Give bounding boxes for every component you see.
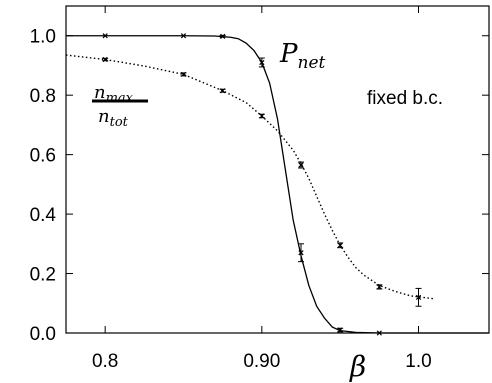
data-point-stroke bbox=[180, 71, 187, 77]
axis-tick-labels: 0.8 0.90 1.0 0.0 0.2 0.4 0.6 0.8 1.0 bbox=[30, 27, 432, 372]
data-point bbox=[259, 59, 265, 66]
data-point bbox=[220, 88, 226, 94]
data-point bbox=[415, 294, 422, 300]
data-point bbox=[298, 162, 304, 168]
x-tick-label: 0.90 bbox=[243, 351, 280, 372]
data-point-stroke bbox=[259, 113, 265, 119]
data-point bbox=[220, 33, 226, 39]
data-point-stroke bbox=[337, 327, 343, 333]
data-point-stroke bbox=[415, 294, 422, 300]
y-tick-label: 0.6 bbox=[30, 146, 56, 167]
markers bbox=[102, 33, 422, 336]
x-axis-label: β bbox=[349, 350, 366, 383]
curves bbox=[65, 35, 489, 334]
data-point-stroke bbox=[259, 59, 265, 66]
data-point bbox=[337, 327, 343, 333]
svg-text:ntot: ntot bbox=[98, 106, 129, 130]
data-point bbox=[337, 242, 343, 248]
data-point bbox=[102, 33, 108, 39]
y-tick-label: 1.0 bbox=[30, 27, 56, 48]
data-point-stroke bbox=[376, 330, 382, 336]
data-point-stroke bbox=[220, 33, 226, 39]
series-line-1 bbox=[65, 54, 435, 300]
data-point-stroke bbox=[220, 88, 226, 94]
data-point-stroke bbox=[376, 284, 382, 290]
data-point bbox=[180, 71, 187, 77]
data-point-stroke bbox=[180, 33, 187, 39]
annotation-fixed-bc: fixed b.c. bbox=[367, 88, 443, 109]
x-tick-label: 1.0 bbox=[405, 351, 431, 372]
series-label-nmax-ntot: nmax ntot bbox=[92, 82, 148, 130]
data-point-stroke bbox=[298, 250, 304, 256]
y-tick-label: 0.2 bbox=[30, 265, 56, 286]
axis-ticks bbox=[66, 6, 489, 334]
y-tick-label: 0.0 bbox=[30, 324, 56, 345]
data-point bbox=[102, 56, 108, 63]
data-point-stroke bbox=[102, 33, 108, 39]
plot-area bbox=[65, 5, 490, 334]
series-label-pnet: Pnet bbox=[279, 39, 326, 73]
plot-frame bbox=[65, 5, 490, 334]
data-point-stroke bbox=[298, 162, 304, 168]
data-point-stroke bbox=[102, 56, 108, 63]
data-point bbox=[376, 330, 382, 336]
data-point bbox=[259, 113, 265, 119]
data-point bbox=[298, 250, 304, 256]
series-line-0 bbox=[66, 35, 489, 334]
x-tick-label: 0.8 bbox=[92, 351, 118, 372]
data-point bbox=[376, 284, 382, 290]
y-tick-label: 0.4 bbox=[30, 205, 57, 226]
y-tick-label: 0.8 bbox=[30, 86, 56, 107]
data-point-stroke bbox=[337, 242, 343, 248]
data-point bbox=[180, 33, 187, 39]
